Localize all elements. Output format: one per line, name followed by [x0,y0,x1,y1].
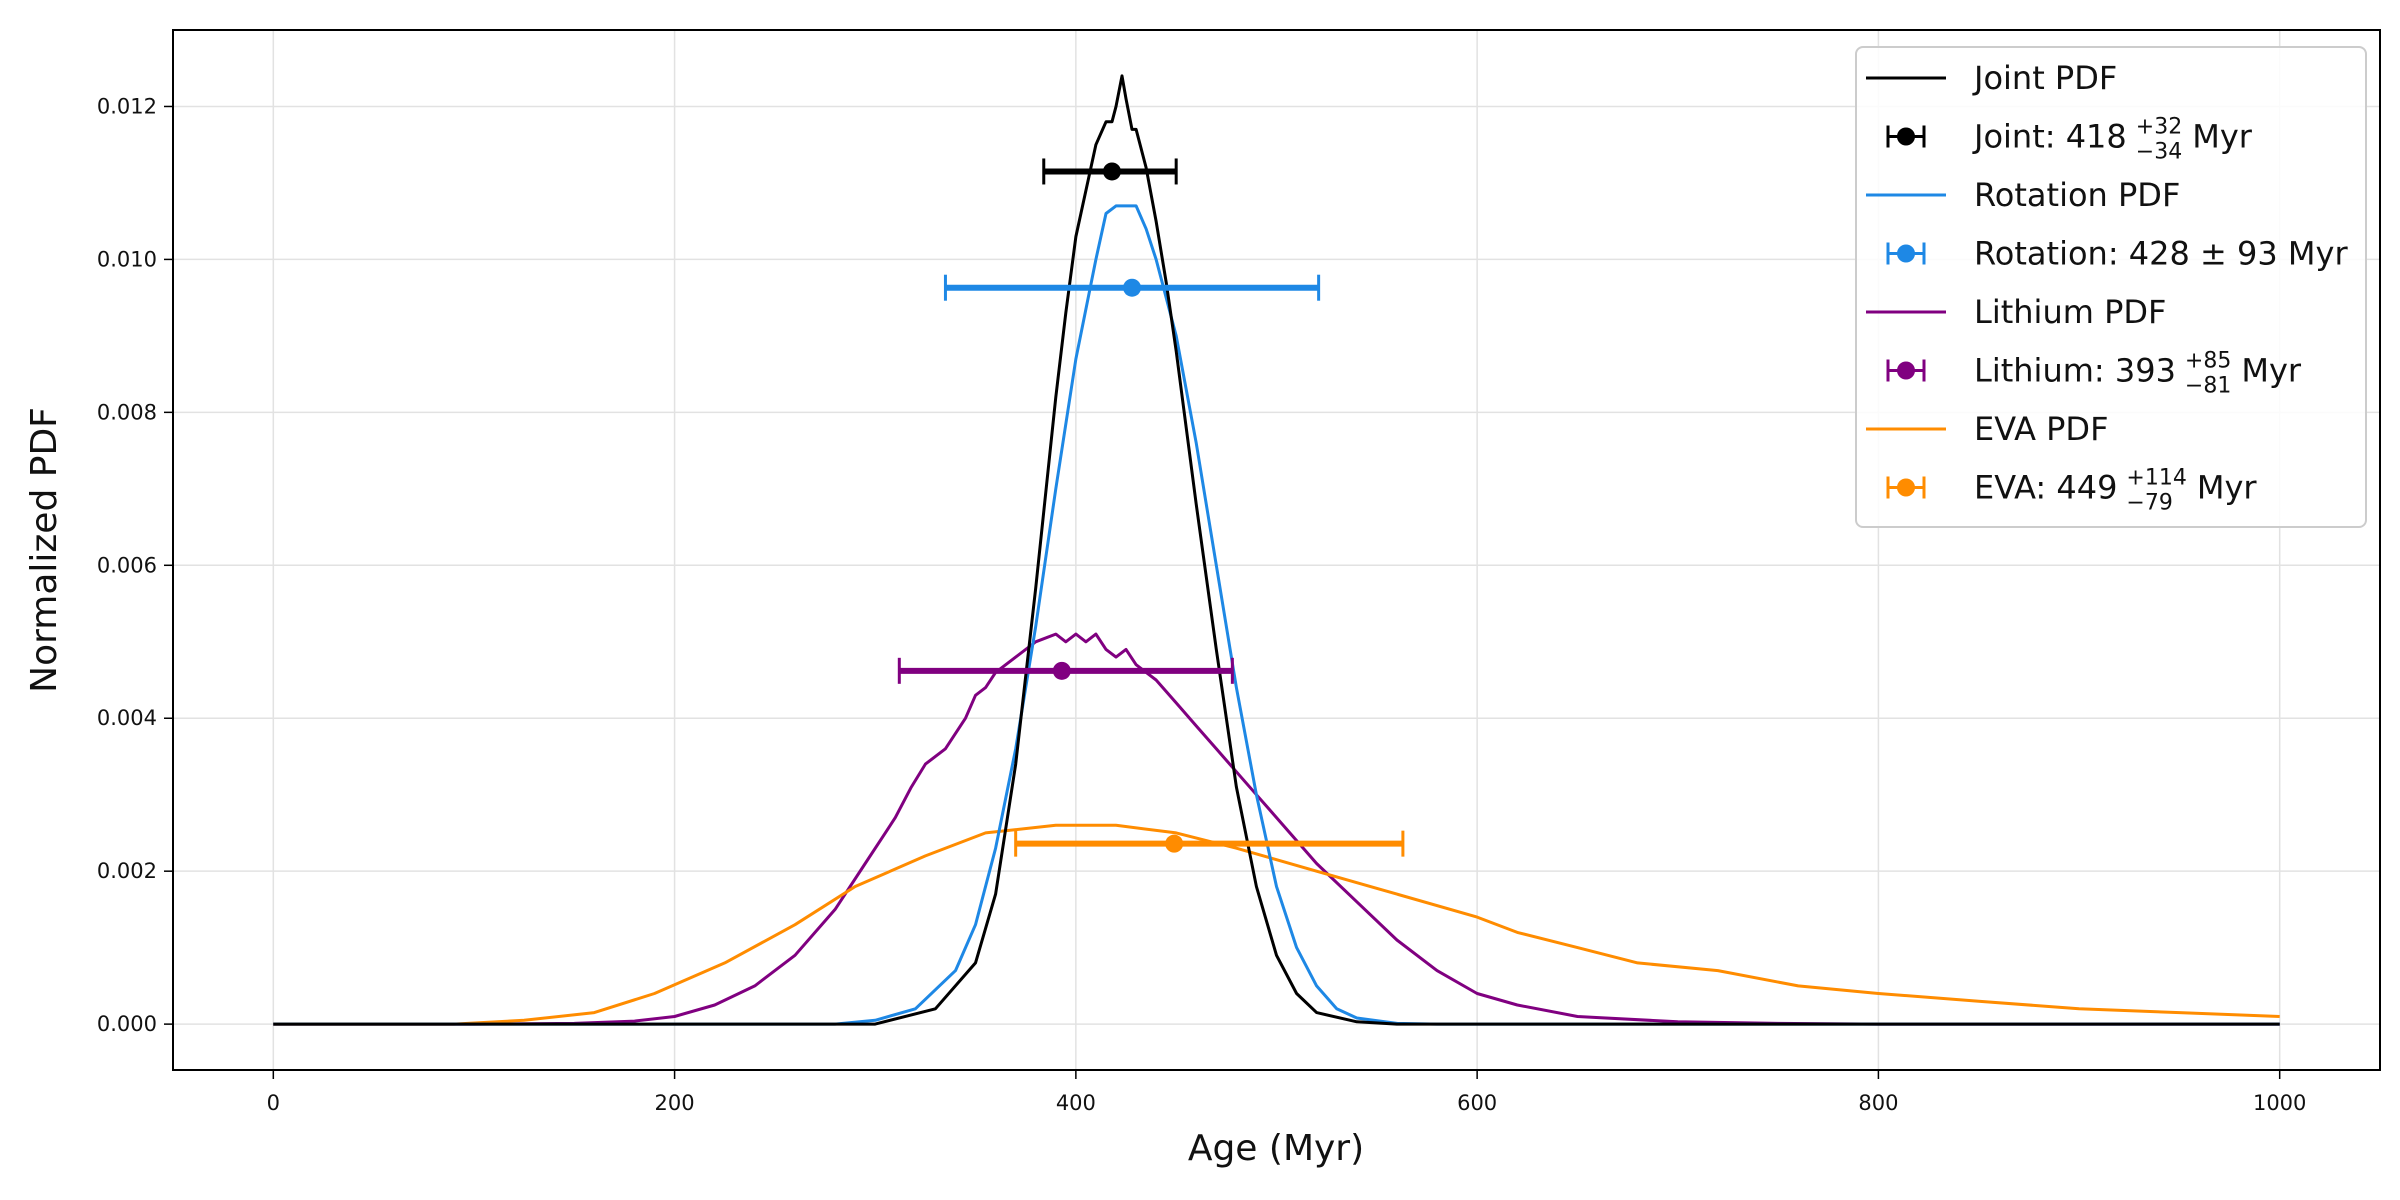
eva-errorbar [1014,830,1405,857]
legend-entry-lithium-myr: Lithium: 393 +85−81 Myr [1886,349,2302,399]
legend-label-sup-eva-myr: +114 [2126,466,2186,491]
x-tick-label: 400 [1056,1091,1096,1115]
legend-entry-rotation-pdf: Rotation PDF [1866,176,2180,214]
y-tick-label: 0.002 [97,859,157,883]
lithium-pdf-curve [273,632,2280,1026]
y-tick-label: 0.004 [97,706,157,730]
plot-series [273,74,2280,1026]
x-tick-label: 1000 [2253,1091,2306,1115]
legend-entry-eva-pdf: EVA PDF [1866,410,2108,448]
legend-label-lithium-pdf: Lithium PDF [1974,293,2166,331]
legend-label-eva-myr: EVA: 449 [1974,469,2117,507]
legend-label-joint-pdf: Joint PDF [1972,59,2117,97]
rotation-errorbar [943,274,1321,301]
rotation-errorbar-point [1123,278,1142,297]
legend-label-sub-joint-myr: −34 [2136,140,2182,165]
legend-label-rotation-myr: Rotation: 428 ± 93 Myr [1974,235,2348,273]
y-tick-label: 0.000 [97,1012,157,1036]
rotation-pdf-curve [273,204,2280,1026]
x-tick-label: 200 [655,1091,695,1115]
legend-label-lithium-myr: Lithium: 393 [1974,352,2176,390]
x-tick-label: 600 [1457,1091,1497,1115]
lithium-errorbar-point [1052,661,1071,680]
x-tick-label: 0 [267,1091,280,1115]
y-tick-label: 0.012 [97,94,157,118]
joint-errorbar [1042,158,1178,185]
legend-entry-joint-pdf: Joint PDF [1866,59,2117,97]
legend-label-sub-eva-myr: −79 [2126,491,2172,516]
legend-label-eva-pdf: EVA PDF [1974,410,2108,448]
x-tick-label: 800 [1858,1091,1898,1115]
legend-label-sub-lithium-myr: −81 [2185,374,2231,399]
legend-label-sup-joint-myr: +32 [2136,115,2182,140]
y-tick-label: 0.006 [97,553,157,577]
legend-entry-lithium-pdf: Lithium PDF [1866,293,2166,331]
legend: Joint PDF Joint: 418 +32−34 Myr Rotation PDF… [1855,46,2367,528]
legend-entry-joint-myr: Joint: 418 +32−34 Myr [1886,115,2253,165]
x-axis-label: Age (Myr) [1188,1128,1364,1169]
y-axis-ticks: 0.000 0.002 0.004 0.006 0.008 0.010 0.012 [97,94,173,1036]
plot-frame [172,29,2381,1071]
legend-swatch-point-eva-myr [1897,478,1915,497]
legend-label-rotation-pdf: Rotation PDF [1974,176,2180,214]
y-tick-label: 0.010 [97,247,157,271]
joint-pdf-curve [273,74,2280,1026]
legend-label-unit-lithium-myr: Myr [2241,352,2302,390]
legend-entry-rotation-myr: Rotation: 428 ± 93 Myr [1886,235,2348,273]
legend-swatch-point-lithium-myr [1897,361,1915,380]
legend-swatch-point-rotation-myr [1897,244,1915,263]
legend-swatch-point-joint-myr [1897,127,1915,146]
y-axis-label: Normalized PDF [24,407,65,693]
legend-label-sup-lithium-myr: +85 [2185,349,2231,374]
eva-errorbar-point [1165,834,1184,853]
y-tick-label: 0.008 [97,400,157,424]
legend-label-unit-joint-myr: Myr [2192,118,2253,156]
lithium-errorbar [897,657,1234,684]
legend-label-joint-myr: Joint: 418 [1972,118,2127,156]
x-axis-ticks: 0 200 400 600 800 1000 [267,1070,2306,1115]
legend-entry-eva-myr: EVA: 449 +114−79 Myr [1886,466,2258,516]
joint-errorbar-point [1102,162,1121,181]
eva-pdf-curve [273,823,2280,1026]
legend-label-unit-eva-myr: Myr [2197,469,2258,507]
legend-box [1855,46,2367,528]
